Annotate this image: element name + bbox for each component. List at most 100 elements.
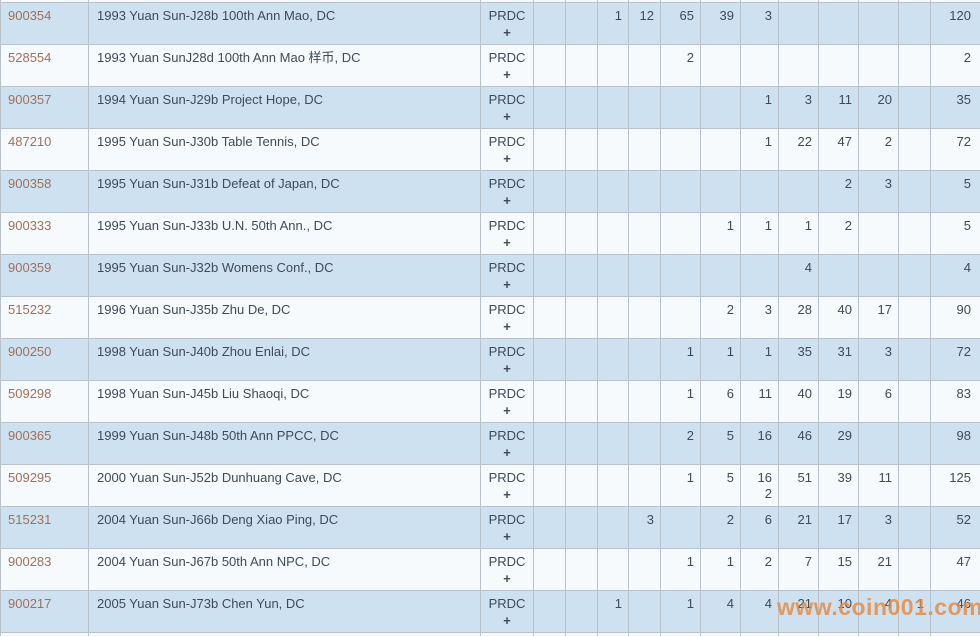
- grade-count-cell: [898, 211, 931, 255]
- table-row: 900358 1995 Yuan Sun-J31b Defeat of Japa…: [0, 169, 980, 213]
- prdc-label: PRDC: [488, 49, 526, 65]
- coin-id-link[interactable]: 528554: [0, 43, 89, 87]
- grade-count-cell: [660, 127, 701, 171]
- grade-count-cell: [533, 505, 566, 549]
- coin-id-link[interactable]: 900357: [0, 85, 89, 129]
- grade-count-cell: [565, 169, 598, 213]
- grade-count-cell: [565, 295, 598, 339]
- grade-count-cell: 6: [740, 505, 779, 549]
- coin-id-link[interactable]: 900250: [0, 337, 89, 381]
- grade-count-cell: 1: [740, 127, 779, 171]
- table-row: 509298 1998 Yuan Sun-J45b Liu Shaoqi, DC…: [0, 379, 980, 423]
- grade-count-cell: [628, 379, 661, 423]
- coin-id-link[interactable]: 900358: [0, 169, 89, 213]
- grade-count-cell: [660, 211, 701, 255]
- coin-id-link[interactable]: 515232: [0, 295, 89, 339]
- grade-count-cell: [533, 127, 566, 171]
- grade-count-cell: 65: [660, 1, 701, 45]
- empty-cell: [818, 631, 859, 636]
- expand-plus-button[interactable]: +: [503, 234, 511, 250]
- grade-count-cell: [565, 547, 598, 591]
- grade-count-cell: 4: [778, 253, 819, 297]
- grade-count-cell: [533, 85, 566, 129]
- total-count-cell: 52: [930, 505, 980, 549]
- expand-plus-button[interactable]: +: [503, 150, 511, 166]
- grade-count-cell: [858, 43, 899, 87]
- expand-plus-button[interactable]: +: [503, 192, 511, 208]
- grade-count-cell: [898, 337, 931, 381]
- grade-count-cell: [533, 253, 566, 297]
- coin-description: 1998 Yuan Sun-J40b Zhou Enlai, DC: [88, 337, 481, 381]
- empty-cell: [898, 631, 931, 636]
- expand-plus-button[interactable]: +: [503, 612, 511, 628]
- coin-id-link[interactable]: 900283: [0, 547, 89, 591]
- table-row: 900354 1993 Yuan Sun-J28b 100th Ann Mao,…: [0, 1, 980, 45]
- grade-count-cell: [898, 295, 931, 339]
- expand-plus-button[interactable]: +: [503, 402, 511, 418]
- coin-id-link[interactable]: 487210: [0, 127, 89, 171]
- coin-id-link[interactable]: 900333: [0, 211, 89, 255]
- coin-description: 1993 Yuan SunJ28d 100th Ann Mao 样币, DC: [88, 43, 481, 87]
- grade-count-cell: [533, 547, 566, 591]
- empty-cell: [480, 631, 534, 636]
- prdc-cell: PRDC +: [480, 295, 534, 339]
- grade-count-cell: [565, 379, 598, 423]
- grade-count-cell: [597, 127, 629, 171]
- grade-count-cell: [898, 1, 931, 45]
- expand-plus-button[interactable]: +: [503, 486, 511, 502]
- grade-count-cell: [778, 1, 819, 45]
- prdc-cell: PRDC +: [480, 1, 534, 45]
- grade-count-cell: [818, 1, 859, 45]
- coin-id-link[interactable]: 509298: [0, 379, 89, 423]
- empty-cell: [858, 631, 899, 636]
- coin-description: 1999 Yuan Sun-J48b 50th Ann PPCC, DC: [88, 421, 481, 465]
- coin-description: 1994 Yuan Sun-J29b Project Hope, DC: [88, 85, 481, 129]
- empty-cell: [930, 631, 980, 636]
- coin-id-link[interactable]: 900359: [0, 253, 89, 297]
- expand-plus-button[interactable]: +: [503, 276, 511, 292]
- grade-count-cell: [898, 85, 931, 129]
- grade-count-cell: [858, 211, 899, 255]
- expand-plus-button[interactable]: +: [503, 318, 511, 334]
- grade-count-cell: [565, 43, 598, 87]
- grade-count-cell: 3: [740, 1, 779, 45]
- coin-id-link[interactable]: 900354: [0, 1, 89, 45]
- grade-count-cell: [660, 85, 701, 129]
- prdc-label: PRDC: [488, 343, 526, 359]
- expand-plus-button[interactable]: +: [503, 66, 511, 82]
- total-count-cell: 5: [930, 211, 980, 255]
- expand-plus-button[interactable]: +: [503, 24, 511, 40]
- expand-plus-button[interactable]: +: [503, 360, 511, 376]
- grade-count-cell: [533, 295, 566, 339]
- grade-count-cell: [533, 589, 566, 633]
- grade-count-cell: 5: [700, 463, 741, 507]
- coin-id-link[interactable]: 509295: [0, 463, 89, 507]
- grade-count-cell: [660, 505, 701, 549]
- total-count-cell: 83: [930, 379, 980, 423]
- coin-id-link[interactable]: 900217: [0, 589, 89, 633]
- total-count-cell: 98: [930, 421, 980, 465]
- expand-plus-button[interactable]: +: [503, 528, 511, 544]
- grade-count-cell: [565, 211, 598, 255]
- grade-count-cell: 2: [818, 169, 859, 213]
- grade-count-cell: 1: [778, 211, 819, 255]
- prdc-cell: PRDC +: [480, 211, 534, 255]
- grade-count-cell: [597, 505, 629, 549]
- grade-count-cell: [700, 253, 741, 297]
- coin-description: 1995 Yuan Sun-J31b Defeat of Japan, DC: [88, 169, 481, 213]
- grade-count-cell: [597, 547, 629, 591]
- expand-plus-button[interactable]: +: [503, 570, 511, 586]
- grade-count-cell: [700, 85, 741, 129]
- grade-count-cell: [700, 127, 741, 171]
- expand-plus-button[interactable]: +: [503, 444, 511, 460]
- grade-count-cell: 1: [597, 589, 629, 633]
- prdc-label: PRDC: [488, 385, 526, 401]
- prdc-cell: PRDC +: [480, 43, 534, 87]
- expand-plus-button[interactable]: +: [503, 108, 511, 124]
- grade-count-cell: [778, 43, 819, 87]
- coin-id-link[interactable]: 515231: [0, 505, 89, 549]
- coin-id-link[interactable]: 900365: [0, 421, 89, 465]
- grade-count-cell: [740, 43, 779, 87]
